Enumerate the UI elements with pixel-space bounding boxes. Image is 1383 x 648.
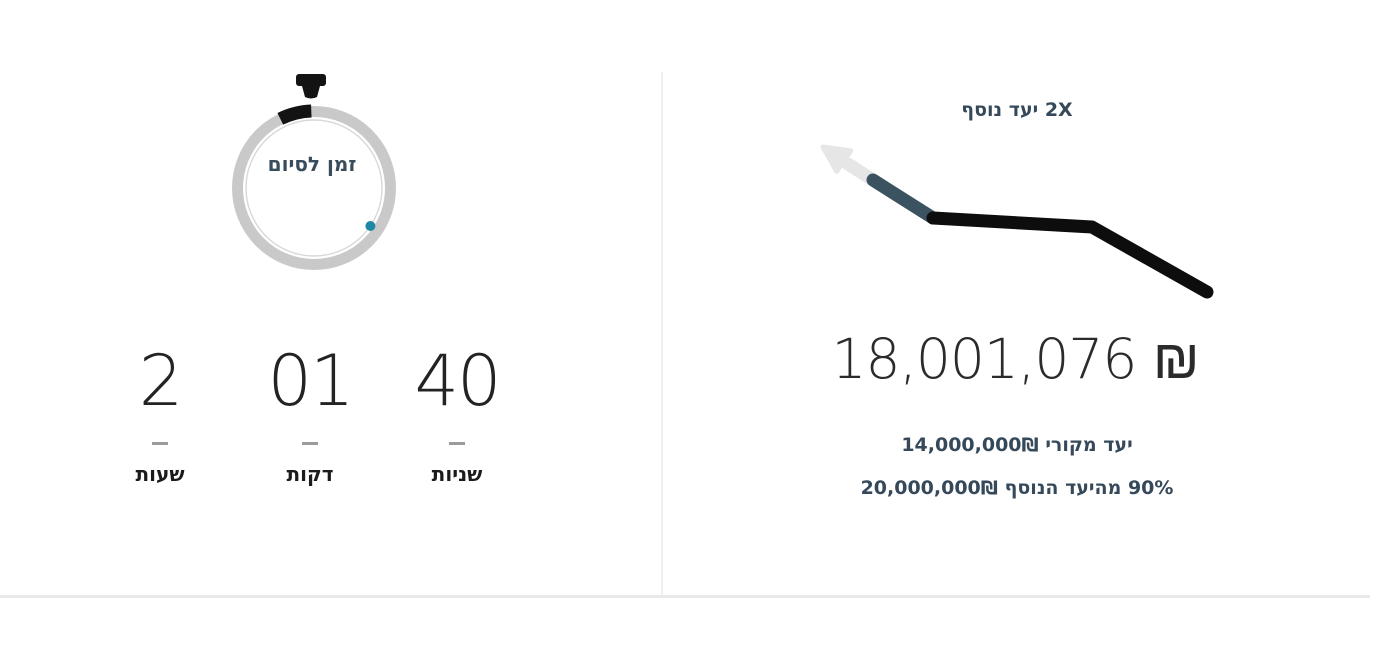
countdown-unit-hours: 2 שעות [95, 346, 225, 486]
countdown-unit-minutes: 01 דקות [245, 346, 375, 486]
minutes-label: דקות [286, 462, 334, 486]
unit-dash [152, 442, 168, 445]
stopwatch-icon [232, 74, 396, 270]
countdown-unit-seconds: 40 שניות [392, 346, 522, 486]
horizontal-divider [0, 595, 1370, 598]
hours-value: 2 [138, 340, 184, 422]
raised-amount: 18,001,076 ₪ [831, 327, 1199, 391]
stretch-goal-progress-text: 90% מהיעד הנוסף 20,000,000₪ [860, 477, 1174, 499]
inner-track [245, 119, 383, 257]
unit-dash [302, 442, 318, 445]
hours-label: שעות [135, 462, 185, 486]
trend-arrow-icon [820, 144, 1214, 299]
minutes-value: 01 [267, 340, 354, 422]
progress-ring [232, 106, 396, 270]
stretch-goal-badge: 2X יעד נוסף [961, 99, 1073, 121]
elapsed-arc [277, 104, 312, 125]
trend-progress-segment [926, 211, 1214, 299]
arrowhead-icon [820, 144, 854, 174]
seconds-value: 40 [414, 340, 501, 422]
vertical-divider [661, 72, 663, 596]
stopwatch-crown-icon [296, 74, 326, 99]
countdown-title: זמן לסיום [267, 152, 357, 176]
unit-dash [449, 442, 465, 445]
seconds-label: שניות [431, 462, 483, 486]
seconds-dot-icon [365, 221, 376, 231]
original-goal-text: יעד מקורי 14,000,000₪ [901, 434, 1133, 456]
trend-slate-segment [866, 173, 940, 225]
